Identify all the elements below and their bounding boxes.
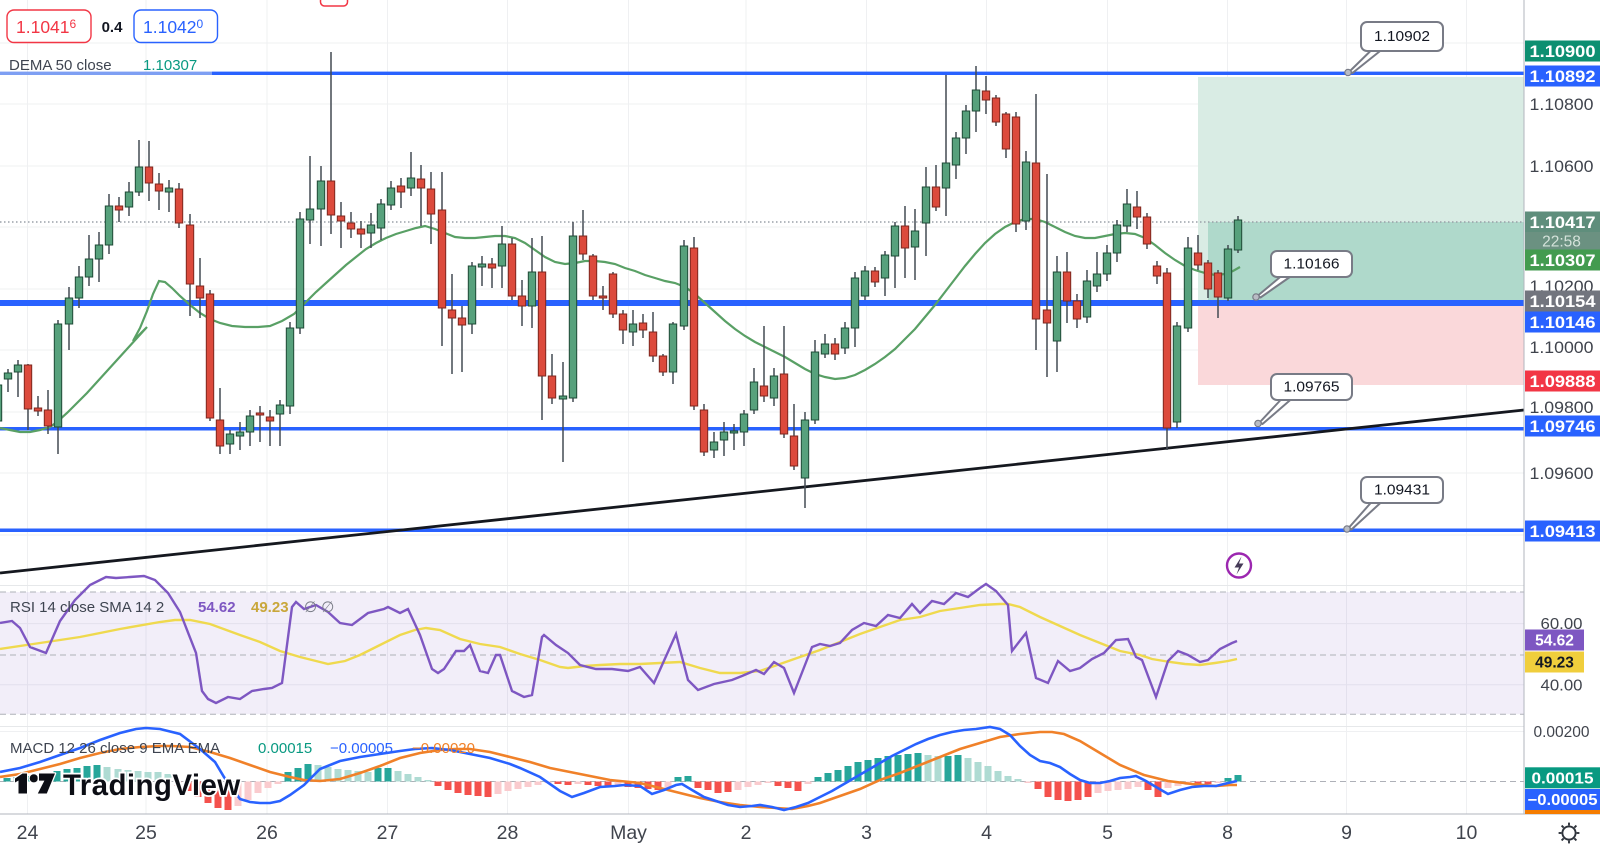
svg-text:5: 5 [1102,822,1113,844]
svg-text:1.10307: 1.10307 [143,57,197,74]
svg-text:1.09431: 1.09431 [1374,482,1430,499]
svg-text:1.10146: 1.10146 [1530,314,1596,332]
svg-text:54.62: 54.62 [1535,633,1574,650]
svg-text:1.10800: 1.10800 [1530,95,1594,114]
svg-text:1.10600: 1.10600 [1530,157,1594,176]
svg-text:4: 4 [981,822,992,844]
svg-text:1.09746: 1.09746 [1530,418,1596,436]
svg-text:10: 10 [1456,822,1478,844]
svg-text:8: 8 [1222,822,1233,844]
svg-text:0.00200: 0.00200 [1534,724,1590,741]
svg-text:0.4: 0.4 [102,19,124,36]
svg-text:9: 9 [1341,822,1352,844]
svg-text:1.09413: 1.09413 [1530,523,1596,541]
svg-text:May: May [610,822,647,844]
svg-text:40.00: 40.00 [1541,677,1583,694]
svg-text:1.09800: 1.09800 [1530,398,1594,417]
svg-text:49.23: 49.23 [1535,655,1574,672]
svg-text:0.00015: 0.00015 [1532,770,1594,787]
svg-text:1.09600: 1.09600 [1530,464,1594,483]
svg-text:1.09765: 1.09765 [1284,379,1340,396]
svg-text:25: 25 [135,822,157,844]
svg-text:2: 2 [741,822,752,844]
svg-text:1.10902: 1.10902 [1374,28,1430,45]
svg-text:MACD 12 26 close 9 EMA EMA: MACD 12 26 close 9 EMA EMA [10,740,220,757]
svg-text:1.10417: 1.10417 [1530,214,1596,232]
svg-text:24: 24 [17,822,39,844]
svg-text:0.00015: 0.00015 [258,740,312,757]
svg-text:1.10900: 1.10900 [1530,43,1596,61]
svg-text:DEMA 50 close: DEMA 50 close [9,57,112,74]
svg-text:49.23: 49.23 [251,599,289,616]
svg-text:3: 3 [861,822,872,844]
svg-text:60.00: 60.00 [1541,616,1583,633]
svg-text:54.62: 54.62 [198,599,236,616]
svg-text:1.10166: 1.10166 [1284,256,1340,273]
svg-text:RSI 14 close SMA 14 2: RSI 14 close SMA 14 2 [10,599,164,616]
svg-text:1.10416: 1.10416 [16,17,77,37]
svg-text:22:58: 22:58 [1542,234,1581,251]
svg-text:1.10307: 1.10307 [1530,252,1596,270]
svg-text:1.10000: 1.10000 [1530,338,1594,357]
svg-text:TradingView: TradingView [63,769,241,802]
svg-text:−0.00005: −0.00005 [330,740,393,757]
svg-text:26: 26 [256,822,278,844]
svg-text:−0.00005: −0.00005 [1528,792,1598,809]
svg-text:1.10154: 1.10154 [1530,293,1597,311]
svg-text:1.10420: 1.10420 [143,17,204,37]
svg-text:1.10892: 1.10892 [1530,68,1596,86]
svg-text:∅ ∅: ∅ ∅ [304,599,334,616]
svg-text:27: 27 [377,822,399,844]
svg-text:28: 28 [497,822,519,844]
svg-text:−0.00020: −0.00020 [412,740,475,757]
svg-text:1.09888: 1.09888 [1530,373,1596,391]
